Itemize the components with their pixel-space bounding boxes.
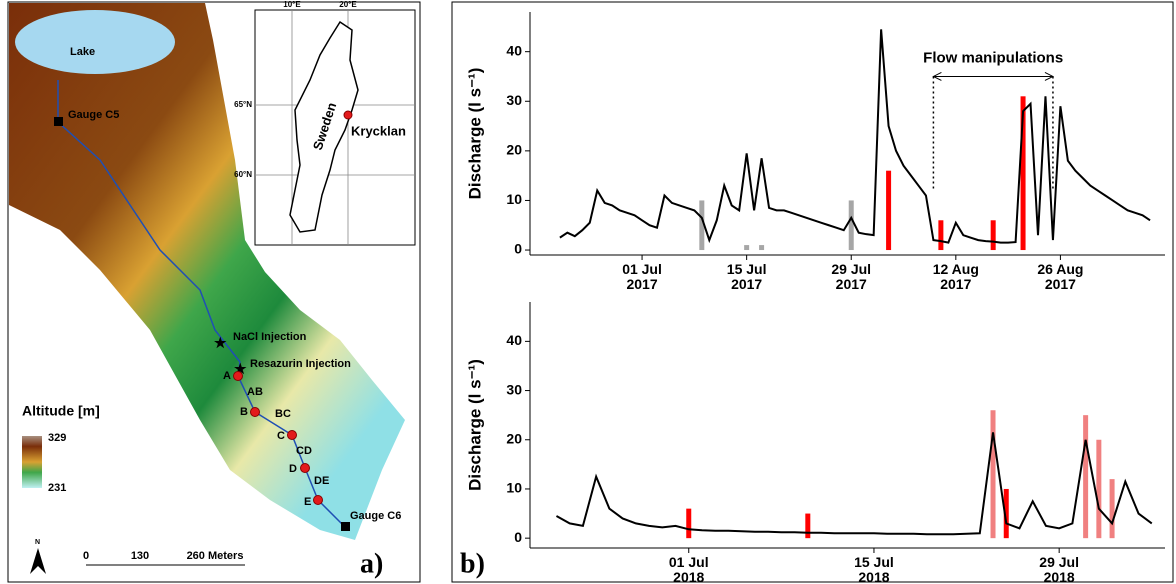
- gauge-label: Gauge C6: [350, 510, 401, 522]
- site-label: D: [289, 463, 297, 475]
- reach-label: BC: [275, 408, 291, 420]
- colorbar: [22, 436, 42, 488]
- event-bar: [991, 220, 996, 250]
- annotation: Flow manipulations: [923, 49, 1063, 66]
- panel-label: b): [460, 548, 485, 579]
- figure: Lake Gauge C5 Gauge C6 ★ NaCl Injection …: [0, 0, 1176, 584]
- gauge: [341, 522, 350, 531]
- lake-label: Lake: [70, 46, 95, 58]
- site-label: E: [304, 496, 311, 508]
- discharge-line: [556, 432, 1151, 534]
- site-label: A: [223, 370, 231, 382]
- site-label: B: [240, 406, 248, 418]
- scale-label: 0: [83, 550, 89, 562]
- site-label: Krycklan: [351, 123, 406, 138]
- lake: [15, 10, 175, 74]
- event-bar: [805, 514, 810, 539]
- x-tick-label: 15 Jul 2017: [719, 262, 775, 292]
- reach-label: AB: [247, 386, 263, 398]
- legend-min: 231: [48, 482, 66, 494]
- event-bar: [1096, 440, 1101, 538]
- lat-label: 60°N: [234, 170, 252, 179]
- event-bar: [886, 171, 891, 250]
- event-bar: [759, 245, 764, 250]
- scale-label: 260 Meters: [187, 550, 244, 562]
- star: ★: [214, 335, 227, 351]
- site: [251, 408, 260, 417]
- y-tick-label: 30: [506, 92, 522, 108]
- y-tick-label: 40: [506, 332, 522, 348]
- lon-label: 20°E: [339, 0, 357, 9]
- event-bar: [1110, 479, 1115, 538]
- panel-b-frame: [452, 2, 1173, 582]
- krycklan-dot: [344, 111, 352, 119]
- y-tick-label: 0: [514, 529, 522, 545]
- x-tick-label: 29 Jul 2018: [1031, 555, 1087, 584]
- event-bar: [849, 200, 854, 250]
- event-bar: [938, 220, 943, 250]
- reach-label: DE: [314, 475, 329, 487]
- event-bar: [744, 245, 749, 250]
- y-tick-label: 40: [506, 42, 522, 58]
- event-bar: [991, 410, 996, 538]
- x-tick-label: 01 Jul 2017: [614, 262, 670, 292]
- x-tick-label: 26 Aug 2017: [1032, 262, 1088, 292]
- gauge-label: Gauge C5: [68, 109, 119, 121]
- lon-label: 10°E: [283, 0, 301, 9]
- x-tick-label: 01 Jul 2018: [661, 555, 717, 584]
- site-label: C: [277, 430, 285, 442]
- y-tick-label: 20: [506, 142, 522, 158]
- chart: Lake Gauge C5 Gauge C6 ★ NaCl Injection …: [0, 0, 1176, 584]
- y-tick-label: 0: [514, 241, 522, 257]
- y-axis-label: Discharge (l s⁻¹): [465, 359, 484, 491]
- event-bar: [686, 509, 691, 539]
- panel-label: a): [360, 548, 383, 579]
- y-tick-label: 20: [506, 430, 522, 446]
- x-tick-label: 15 Jul 2018: [846, 555, 902, 584]
- site: [288, 431, 297, 440]
- y-tick-label: 30: [506, 381, 522, 397]
- injection-label: Resazurin Injection: [250, 358, 351, 370]
- lat-label: 65°N: [234, 100, 252, 109]
- y-tick-label: 10: [506, 480, 522, 496]
- north-label: N: [35, 539, 40, 546]
- event-bar: [1083, 415, 1088, 538]
- scale-label: 130: [131, 550, 149, 562]
- injection-label: NaCl Injection: [233, 331, 307, 343]
- x-tick-label: 12 Aug 2017: [928, 262, 984, 292]
- gauge: [54, 117, 63, 126]
- y-axis-label: Discharge (l s⁻¹): [465, 68, 484, 200]
- site: [234, 372, 243, 381]
- site: [314, 496, 323, 505]
- legend-title: Altitude [m]: [22, 403, 100, 419]
- site: [301, 464, 310, 473]
- legend-max: 329: [48, 432, 66, 444]
- reach-label: CD: [296, 445, 312, 457]
- x-tick-label: 29 Jul 2017: [823, 262, 879, 292]
- y-tick-label: 10: [506, 191, 522, 207]
